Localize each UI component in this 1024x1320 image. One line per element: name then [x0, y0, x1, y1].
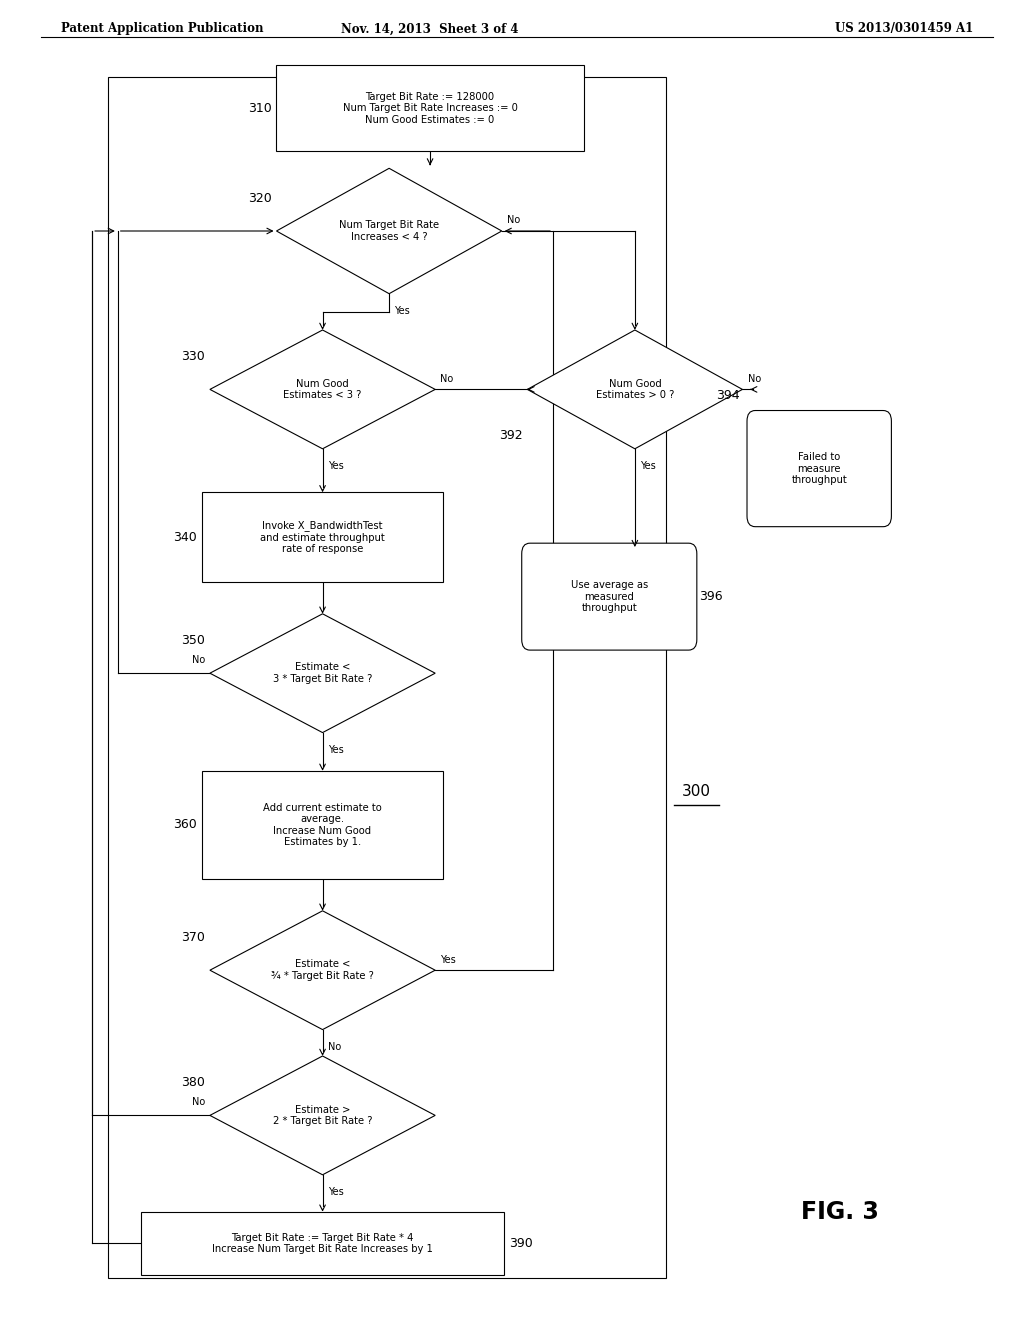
Text: 394: 394: [716, 389, 739, 403]
Text: Target Bit Rate := Target Bit Rate * 4
Increase Num Target Bit Rate Increases by: Target Bit Rate := Target Bit Rate * 4 I…: [212, 1233, 433, 1254]
Bar: [141, 1212, 504, 1275]
Polygon shape: [210, 330, 435, 449]
Text: No: No: [328, 1041, 341, 1052]
Polygon shape: [210, 614, 435, 733]
Text: Add current estimate to
average.
Increase Num Good
Estimates by 1.: Add current estimate to average. Increas…: [263, 803, 382, 847]
Text: 360: 360: [173, 818, 197, 832]
Text: 300: 300: [682, 784, 711, 800]
Text: 396: 396: [698, 590, 723, 603]
Polygon shape: [210, 911, 435, 1030]
Text: No: No: [191, 1097, 205, 1107]
Text: 320: 320: [248, 191, 271, 205]
Text: No: No: [507, 215, 520, 226]
Text: 392: 392: [499, 429, 522, 442]
Text: US 2013/0301459 A1: US 2013/0301459 A1: [835, 22, 973, 36]
Bar: [203, 492, 442, 582]
Text: Num Target Bit Rate
Increases < 4 ?: Num Target Bit Rate Increases < 4 ?: [339, 220, 439, 242]
Text: Yes: Yes: [440, 954, 456, 965]
Text: Num Good
Estimates > 0 ?: Num Good Estimates > 0 ?: [596, 379, 674, 400]
FancyBboxPatch shape: [748, 411, 891, 527]
Bar: [108, 77, 666, 1278]
Text: Yes: Yes: [328, 461, 343, 471]
Text: No: No: [440, 374, 454, 384]
Text: 310: 310: [248, 102, 271, 115]
Text: Use average as
measured
throughput: Use average as measured throughput: [570, 579, 648, 614]
Text: No: No: [191, 655, 205, 665]
FancyBboxPatch shape: [521, 544, 696, 649]
Text: Estimate <
3 * Target Bit Rate ?: Estimate < 3 * Target Bit Rate ?: [272, 663, 373, 684]
Text: Num Good
Estimates < 3 ?: Num Good Estimates < 3 ?: [284, 379, 361, 400]
Polygon shape: [210, 1056, 435, 1175]
Text: Yes: Yes: [640, 461, 655, 471]
Polygon shape: [527, 330, 742, 449]
Text: Failed to
measure
throughput: Failed to measure throughput: [792, 451, 847, 486]
Text: 350: 350: [181, 634, 205, 647]
Text: Yes: Yes: [328, 1187, 343, 1197]
Text: Invoke X_BandwidthTest
and estimate throughput
rate of response: Invoke X_BandwidthTest and estimate thro…: [260, 520, 385, 554]
Text: Target Bit Rate := 128000
Num Target Bit Rate Increases := 0
Num Good Estimates : Target Bit Rate := 128000 Num Target Bit…: [343, 91, 517, 125]
Bar: [203, 771, 442, 879]
Polygon shape: [276, 169, 502, 294]
Text: 330: 330: [181, 350, 205, 363]
Text: 370: 370: [181, 931, 205, 944]
Text: 380: 380: [181, 1076, 205, 1089]
Text: No: No: [748, 374, 761, 384]
Text: Yes: Yes: [394, 306, 410, 315]
Text: 390: 390: [510, 1237, 534, 1250]
Text: Nov. 14, 2013  Sheet 3 of 4: Nov. 14, 2013 Sheet 3 of 4: [341, 22, 519, 36]
Text: Yes: Yes: [328, 744, 343, 755]
Text: FIG. 3: FIG. 3: [801, 1200, 879, 1224]
Bar: [276, 65, 584, 150]
Text: Estimate >
2 * Target Bit Rate ?: Estimate > 2 * Target Bit Rate ?: [272, 1105, 373, 1126]
Text: Patent Application Publication: Patent Application Publication: [61, 22, 264, 36]
Text: 340: 340: [173, 531, 197, 544]
Text: Estimate <
¾ * Target Bit Rate ?: Estimate < ¾ * Target Bit Rate ?: [271, 960, 374, 981]
